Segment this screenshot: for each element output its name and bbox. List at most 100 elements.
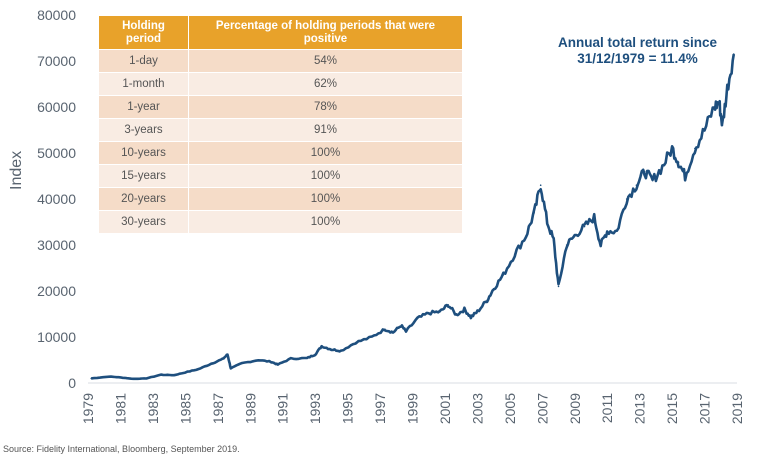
annotation-line-1: Annual total return since [557,35,718,50]
x-tick-label: 2005 [502,393,518,424]
data-point [119,376,122,379]
y-tick-label: 70000 [37,53,76,69]
data-point [132,378,135,380]
y-tick-label: 60000 [37,99,76,115]
data-point [677,161,680,163]
data-point [400,324,402,327]
x-tick-label: 1993 [307,393,323,424]
table-row: 3-years 91% [99,119,462,141]
y-tick-label: 10000 [37,329,76,345]
data-point [684,175,686,177]
percentage-cell: 100% [188,165,462,187]
data-point [277,363,279,366]
percentage-cell: 78% [188,96,462,118]
holding-period-cell: 30-years [99,211,188,233]
data-point [606,230,608,232]
table-row: 30-years 100% [99,211,462,233]
x-tick-label: 2007 [534,393,550,424]
data-point [625,198,628,200]
data-point [476,310,479,313]
holding-period-table: Holding period Percentage of holding per… [98,15,463,234]
x-tick-label: 2011 [599,393,615,423]
data-point [533,212,535,214]
x-tick-label: 1995 [340,393,356,424]
data-point [184,371,187,374]
percentage-cell: 100% [188,211,462,233]
data-point [546,221,548,223]
y-tick-label: 20000 [37,283,76,299]
x-tick-label: 1989 [242,393,258,424]
data-point [703,129,706,131]
x-tick-label: 1979 [80,393,96,424]
y-tick-label: 30000 [37,237,76,253]
data-point [463,308,466,311]
data-point [226,353,229,356]
x-tick-label: 2003 [469,393,485,424]
data-point [340,350,342,352]
data-point [320,345,323,348]
data-point [447,304,449,306]
data-point [455,314,458,316]
data-point [718,101,720,104]
data-point [599,244,602,246]
data-point [552,239,555,242]
annual-return-annotation: Annual total return since 31/12/1979 = 1… [545,35,730,67]
index-series-line [91,53,736,381]
data-point [583,225,586,228]
header-holding-period: Holding period [99,16,188,49]
data-point [671,147,673,150]
data-point [197,368,200,371]
x-tick-label: 1985 [177,393,193,424]
data-point [635,184,638,186]
data-point [405,330,407,333]
x-tick-label: 2013 [632,393,648,424]
holding-period-cell: 15-years [99,165,188,187]
data-point [539,184,542,186]
data-point [525,235,527,237]
data-point [241,362,243,365]
x-tick-label: 2017 [697,393,713,424]
percentage-cell: 91% [188,119,462,141]
table-row: 20-years 100% [99,188,462,210]
data-point [502,274,505,276]
data-point [439,310,441,313]
table-row: 1-month 62% [99,73,462,95]
x-tick-label: 1991 [275,393,291,424]
data-point [160,373,162,376]
y-tick-label: 0 [68,375,76,391]
data-point [573,235,576,237]
data-point [221,358,224,360]
holding-period-cell: 10-years [99,142,188,164]
table-header-row: Holding period Percentage of holding per… [99,16,462,49]
data-point [257,359,260,361]
data-point [229,367,232,370]
x-tick-label: 1987 [210,393,226,424]
data-point [145,377,148,380]
data-point [721,124,724,127]
table-row: 10-years 100% [99,142,462,164]
data-point [565,244,568,246]
percentage-cell: 100% [188,188,462,210]
data-point [90,377,93,380]
data-point [713,106,716,108]
x-tick-label: 2001 [437,393,453,424]
data-point [290,357,292,360]
data-point [513,253,516,255]
holding-period-cell: 1-month [99,73,188,95]
header-percentage-positive: Percentage of holding periods that were … [188,16,462,49]
x-tick-label: 1981 [112,393,128,424]
x-tick-label: 2009 [567,393,583,424]
y-tick-label: 40000 [37,191,76,207]
data-point [384,328,386,330]
data-point [314,353,316,356]
x-tick-label: 1983 [145,393,161,424]
data-point [427,312,430,314]
data-point [557,285,560,288]
percentage-cell: 100% [188,142,462,164]
data-point [470,316,472,319]
holding-period-cell: 20-years [99,188,188,210]
y-tick-label: 80000 [37,7,76,23]
data-point [330,348,333,351]
data-point [486,299,488,302]
